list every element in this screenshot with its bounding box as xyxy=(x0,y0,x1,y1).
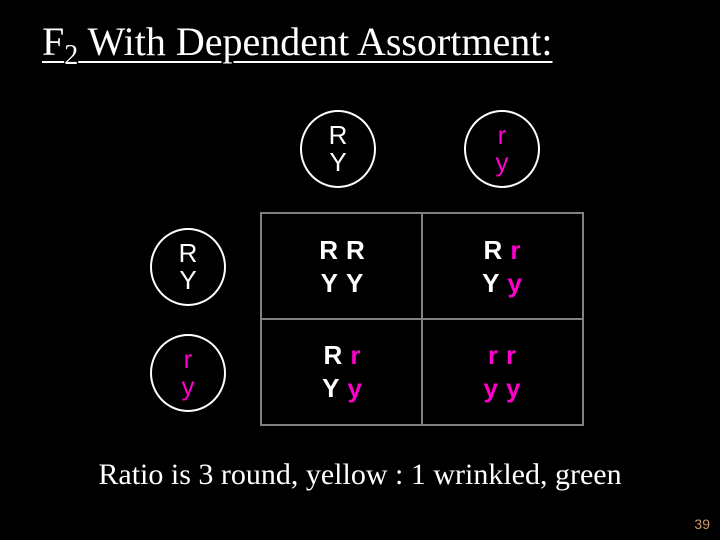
allele: r xyxy=(510,234,520,267)
allele: y xyxy=(484,372,498,405)
genotype-line: R r xyxy=(324,339,361,372)
allele: Y xyxy=(346,267,363,300)
allele: R xyxy=(179,240,198,267)
genotype-line: r r xyxy=(488,339,516,372)
col-header-gamete-1: R Y xyxy=(300,110,376,188)
genotype-line: y y xyxy=(484,372,521,405)
allele: r xyxy=(488,339,498,372)
page-number: 39 xyxy=(694,516,710,532)
genotype-line: Y y xyxy=(322,372,362,405)
allele: R xyxy=(329,122,348,149)
allele: y xyxy=(507,267,521,300)
allele: R xyxy=(324,339,343,372)
col-header-gamete-2: r y xyxy=(464,110,540,188)
allele: r xyxy=(184,346,193,373)
allele: y xyxy=(347,372,361,405)
genotype-line: Y y xyxy=(482,267,522,300)
title-rest: With Dependent Assortment: xyxy=(78,19,552,64)
punnett-cell: r r y y xyxy=(422,319,582,424)
row-header-gamete-2: r y xyxy=(150,334,226,412)
allele: R xyxy=(319,234,338,267)
allele: y xyxy=(506,372,520,405)
punnett-cell: R R Y Y xyxy=(262,214,422,319)
allele: R xyxy=(484,234,503,267)
slide-title: F2 With Dependent Assortment: xyxy=(42,18,553,72)
allele: R xyxy=(346,234,365,267)
allele: Y xyxy=(329,149,346,176)
title-subscript: 2 xyxy=(64,40,78,71)
ratio-caption: Ratio is 3 round, yellow : 1 wrinkled, g… xyxy=(0,458,720,492)
allele: y xyxy=(182,373,195,400)
row-header-gamete-1: R Y xyxy=(150,228,226,306)
punnett-cell: R r Y y xyxy=(422,214,582,319)
allele: Y xyxy=(482,267,499,300)
allele: Y xyxy=(322,372,339,405)
allele: r xyxy=(350,339,360,372)
allele: Y xyxy=(179,267,196,294)
genotype-line: R r xyxy=(484,234,521,267)
punnett-cell: R r Y y xyxy=(262,319,422,424)
punnett-grid: R R Y Y R r Y y R r xyxy=(260,212,584,426)
allele: Y xyxy=(321,267,338,300)
title-prefix: F xyxy=(42,19,64,64)
allele: y xyxy=(496,149,509,176)
allele: r xyxy=(506,339,516,372)
genotype-line: R R xyxy=(319,234,365,267)
allele: r xyxy=(498,122,507,149)
genotype-line: Y Y xyxy=(321,267,364,300)
